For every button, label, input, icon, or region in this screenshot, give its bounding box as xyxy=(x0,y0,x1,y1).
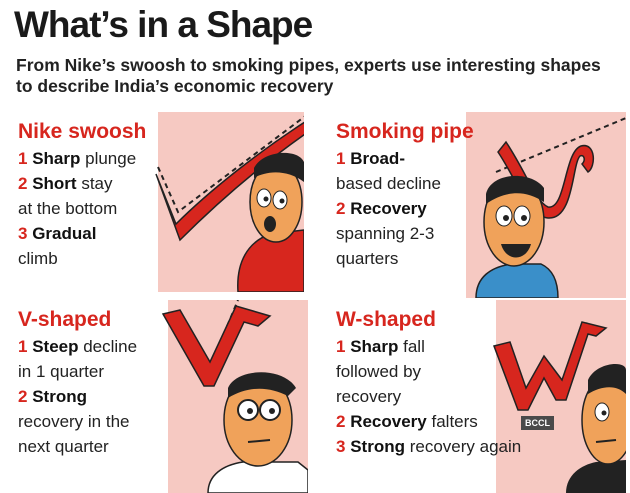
point-line: followed by xyxy=(336,362,422,381)
point-line: 1 Broad- xyxy=(336,149,405,168)
point-line: 1 Sharp plunge xyxy=(18,149,137,168)
point-line: 2 Strong xyxy=(18,387,87,406)
point-line: at the bottom xyxy=(18,199,118,218)
panel-nike-swoosh: Nike swoosh 1 Sharp plunge 2 Short stay … xyxy=(8,112,304,292)
panel-title: W-shaped xyxy=(336,308,436,331)
point-line: 1 Steep decline xyxy=(18,337,138,356)
panel-text: W-shaped 1 Sharp fall followed by recove… xyxy=(336,308,521,459)
w-shaped-illustration xyxy=(493,319,626,493)
point-line: 2 Recovery falters xyxy=(336,412,478,431)
point-line: 3 Gradual xyxy=(18,224,97,243)
panel-text: Nike swoosh 1 Sharp plunge 2 Short stay … xyxy=(18,120,146,271)
point-line: 3 Strong recovery again xyxy=(336,437,522,456)
panel-w-shaped: W-shaped 1 Sharp fall followed by recove… xyxy=(326,300,626,493)
point-line: 1 Sharp fall xyxy=(336,337,425,356)
point-line: quarters xyxy=(336,249,399,268)
v-shaped-illustration xyxy=(161,300,308,493)
page-title: What’s in a Shape xyxy=(14,4,313,45)
point-line: climb xyxy=(18,249,58,268)
point-line: in 1 quarter xyxy=(18,362,104,381)
smoking-pipe-illustration xyxy=(475,117,626,298)
credit-badge: BCCL xyxy=(521,416,554,430)
panel-title: Nike swoosh xyxy=(18,120,147,143)
point-line: spanning 2-3 xyxy=(336,224,435,243)
panel-title: V-shaped xyxy=(18,308,112,331)
point-line: next quarter xyxy=(18,437,109,456)
point-line: 2 Short stay xyxy=(18,174,113,193)
point-line: 2 Recovery xyxy=(336,199,427,218)
point-line: recovery in the xyxy=(18,412,130,431)
page-subtitle: From Nike’s swoosh to smoking pipes, exp… xyxy=(16,55,601,96)
panel-text: V-shaped 1 Steep decline in 1 quarter 2 … xyxy=(18,308,137,459)
panel-smoking-pipe: Smoking pipe 1 Broad- based decline 2 Re… xyxy=(326,112,626,298)
point-line: based decline xyxy=(336,174,441,193)
point-line: recovery xyxy=(336,387,402,406)
panel-v-shaped: V-shaped 1 Steep decline in 1 quarter 2 … xyxy=(8,300,308,493)
panel-text: Smoking pipe 1 Broad- based decline 2 Re… xyxy=(336,120,474,271)
panel-title: Smoking pipe xyxy=(336,120,474,143)
nike-swoosh-illustration xyxy=(155,115,304,292)
